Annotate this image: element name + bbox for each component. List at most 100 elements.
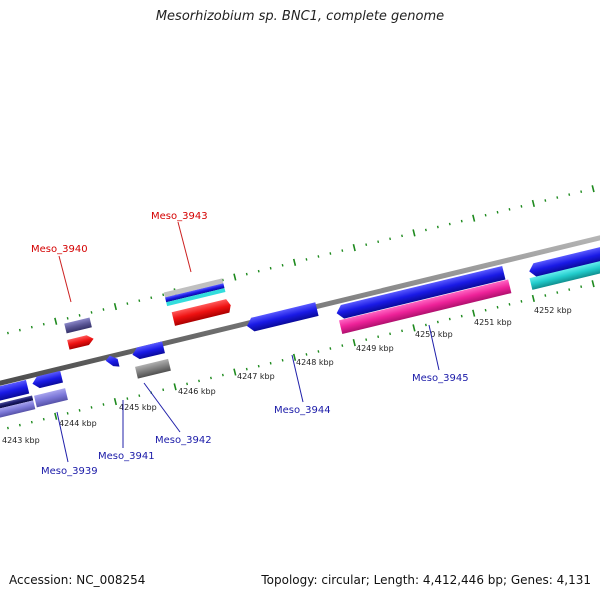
minor-tick: [102, 308, 105, 311]
gene-meso-3939-navy[interactable]: [0, 395, 34, 411]
minor-tick: [221, 373, 224, 377]
major-tick: [292, 353, 297, 361]
major-tick: [292, 258, 297, 266]
minor-tick: [377, 335, 380, 339]
minor-tick: [269, 266, 272, 270]
minor-tick: [78, 314, 81, 317]
major-tick: [233, 368, 237, 376]
leader-line: [56, 411, 69, 463]
minor-tick: [401, 329, 403, 333]
minor-tick: [18, 423, 21, 427]
minor-tick: [389, 332, 392, 336]
minor-tick: [198, 379, 200, 383]
gene-cyan-right[interactable]: [529, 259, 600, 290]
minor-tick: [66, 316, 69, 320]
gene-blue-right[interactable]: [528, 245, 600, 278]
gene-label-meso-3943[interactable]: Meso_3943: [151, 211, 208, 222]
minor-tick: [508, 302, 511, 306]
gene-blue-3942[interactable]: [131, 341, 165, 360]
minor-tick: [150, 296, 153, 300]
minor-tick: [138, 299, 141, 302]
leader-line: [143, 382, 181, 433]
minor-tick: [460, 219, 463, 223]
minor-tick: [162, 388, 165, 392]
minor-tick: [42, 417, 45, 421]
genome-summary-text: Topology: circular; Length: 4,412,446 bp…: [261, 573, 591, 587]
minor-tick: [436, 225, 439, 229]
major-tick: [412, 324, 416, 332]
minor-tick: [30, 325, 33, 329]
major-tick: [113, 302, 118, 311]
minor-tick: [424, 323, 427, 327]
minor-tick: [436, 320, 439, 324]
gene-label-meso-3941[interactable]: Meso_3941: [98, 451, 155, 462]
minor-tick: [6, 426, 9, 430]
gene-meso-3940b[interactable]: [67, 334, 95, 350]
minor-tick: [484, 308, 487, 312]
leader-line: [177, 221, 192, 273]
leader-line: [291, 354, 304, 403]
major-tick: [472, 309, 476, 317]
minor-tick: [508, 207, 511, 211]
minor-tick: [126, 302, 129, 305]
major-tick: [531, 294, 536, 303]
minor-tick: [520, 205, 523, 208]
tick-label: 4246 kbp: [178, 387, 216, 396]
gene-meso-3943-cyan[interactable]: [166, 288, 226, 307]
minor-tick: [209, 376, 212, 380]
minor-tick: [556, 196, 559, 199]
gene-label-meso-3939[interactable]: Meso_3939: [41, 466, 98, 477]
minor-tick: [580, 190, 583, 193]
major-tick: [591, 280, 595, 288]
major-tick: [531, 199, 536, 208]
major-tick: [173, 383, 177, 391]
minor-tick: [401, 234, 403, 238]
minor-tick: [460, 314, 463, 318]
minor-tick: [496, 305, 499, 309]
minor-tick: [126, 397, 129, 400]
minor-tick: [377, 240, 380, 244]
tick-label: 4243 kbp: [2, 436, 40, 445]
major-tick: [54, 317, 58, 325]
minor-tick: [556, 291, 559, 294]
leader-line: [58, 255, 72, 303]
gene-label-meso-3945[interactable]: Meso_3945: [412, 373, 469, 384]
gene-label-meso-3944[interactable]: Meso_3944: [274, 405, 331, 416]
minor-tick: [186, 382, 189, 386]
gene-meso-3944[interactable]: [245, 302, 319, 333]
gene-meso-3943[interactable]: [171, 298, 233, 326]
accession-text: Accession: NC_008254: [9, 573, 146, 587]
gene-meso-3942[interactable]: [135, 358, 171, 379]
gene-blue-left[interactable]: [0, 379, 30, 403]
tick-label: 4245 kbp: [119, 403, 157, 412]
gene-meso-3943-gray[interactable]: [163, 278, 224, 298]
minor-tick: [18, 328, 21, 332]
gene-label-meso-3942[interactable]: Meso_3942: [155, 435, 212, 446]
map-title: Mesorhizobium sp. BNC1, complete genome: [155, 9, 445, 24]
minor-tick: [317, 255, 320, 258]
gene-meso-3945[interactable]: [335, 265, 506, 320]
minor-tick: [90, 406, 93, 409]
gene-meso-3939[interactable]: [34, 388, 68, 408]
minor-tick: [138, 394, 141, 397]
minor-tick: [484, 213, 487, 217]
minor-tick: [305, 353, 308, 356]
minor-tick: [568, 288, 571, 291]
minor-tick: [580, 285, 583, 288]
major-tick: [352, 339, 356, 347]
minor-tick: [341, 344, 344, 347]
major-tick: [352, 244, 356, 252]
gene-label-meso-3940[interactable]: Meso_3940: [31, 244, 88, 255]
minor-tick: [305, 258, 308, 261]
gene-meso-3943-blue[interactable]: [165, 283, 225, 303]
gene-meso-3939-lav[interactable]: [0, 400, 36, 420]
tick-label: 4244 kbp: [59, 419, 97, 428]
tick-label: 4250 kbp: [415, 330, 453, 339]
gene-meso-3940[interactable]: [64, 317, 92, 334]
minor-tick: [496, 210, 499, 214]
major-tick: [591, 185, 595, 193]
gene-meso-3941[interactable]: [105, 354, 120, 369]
gene-magenta[interactable]: [339, 279, 512, 334]
gene-blue-3939b[interactable]: [31, 370, 64, 390]
